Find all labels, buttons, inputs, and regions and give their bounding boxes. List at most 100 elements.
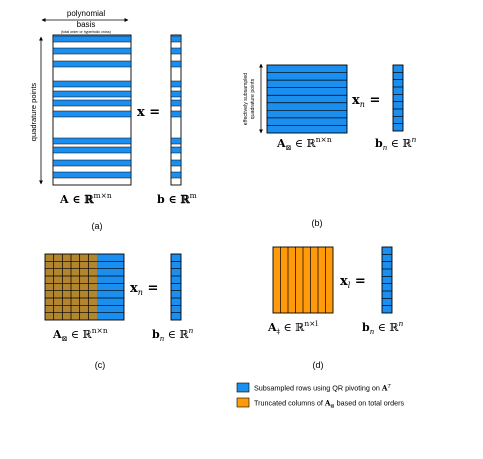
vector-bn-d-fill: [381, 246, 393, 314]
vector-xl-d-sub: l: [348, 281, 351, 290]
matrix-label-c-main: A: [52, 328, 62, 341]
vector-xn-c-eq: =: [143, 281, 158, 296]
legend: Subsampled rows using QR pivoting on AT …: [236, 382, 405, 410]
legend-item-2-text: Truncated columns of: [254, 399, 325, 408]
panel-b: effectively subsampled quadrature points…: [243, 63, 417, 228]
legend-swatch-blue: [236, 382, 250, 393]
vector-label-c: bn ∈ ℝn: [152, 326, 194, 343]
vector-label-c-sub: n: [160, 335, 165, 343]
vector-label-c-main: b: [152, 328, 160, 341]
vector-b-label: b ∈ ℝm: [157, 191, 197, 206]
matrix-label-c: A⊠ ∈ ℝn×n: [52, 326, 108, 343]
matrix-a-label: A ∈ ℝm×n: [59, 191, 112, 206]
vector-b-row-3: [170, 80, 182, 88]
vector-xn-eq-c: xn =: [130, 281, 158, 297]
header-note: (total order or hyperbolic cross): [61, 30, 111, 34]
vector-label-c-sup: n: [189, 326, 194, 335]
vector-bn-c-fill: [170, 253, 182, 321]
matrix-a-row-4: [52, 90, 132, 98]
vector-b-label-sup: m: [190, 191, 197, 200]
header-line2: basis: [77, 20, 96, 29]
vector-b-row-0: [170, 35, 182, 43]
vector-label-d-tail: ∈ ℝ: [374, 321, 399, 334]
vector-b-frame: [170, 34, 182, 186]
vector-x-eq: x =: [137, 105, 160, 120]
vector-xn-b-eq: =: [365, 93, 380, 108]
legend-item-2-sub: ⊠: [330, 404, 334, 410]
vector-xn-b-sub: n: [360, 100, 365, 109]
header-line1: polynomial: [67, 9, 105, 18]
caption-d: (d): [313, 360, 324, 370]
legend-swatch-orange: [236, 397, 250, 408]
vector-label-b-sup: n: [412, 135, 417, 144]
matrix-d-columns: [280, 247, 326, 313]
vector-label-b: bn ∈ ℝn: [375, 135, 417, 152]
legend-item-2-tail: based on total orders: [335, 399, 405, 408]
panel-c: xn = A⊠ ∈ ℝn×n bn ∈ ℝn (c): [44, 253, 194, 370]
vector-label-b-tail: ∈ ℝ: [387, 137, 412, 150]
vector-xn-eq-b: xn =: [352, 93, 380, 109]
matrix-a-row-3: [52, 80, 132, 88]
matrix-a-label-sup: m×n: [93, 191, 111, 200]
matrix-a-tall: [52, 34, 132, 186]
vector-xl-eq-d: xl =: [340, 274, 366, 290]
side-label: quadrature points: [29, 83, 38, 142]
matrix-label-b: A⊠ ∈ ℝn×n: [276, 135, 332, 152]
matrix-label-d-sub: ‡: [277, 328, 281, 336]
vector-bn-b-rows: [393, 71, 403, 125]
legend-item-1-text: Subsampled rows using QR pivoting on: [254, 384, 382, 393]
matrix-square-c: [44, 253, 125, 321]
matrix-label-d-sup: n×l: [304, 319, 318, 328]
vector-b-row-6: [170, 110, 182, 118]
vector-xl-d-main: x: [340, 274, 348, 289]
matrix-a-rows: [52, 35, 132, 179]
vector-b-tall: [170, 34, 182, 186]
panel-d: xl = A‡ ∈ ℝn×l bn ∈ ℝn (d): [267, 246, 404, 370]
matrix-a-row-7: [52, 137, 132, 145]
vector-xn-c-sub: n: [138, 288, 143, 297]
matrix-label-d-tail: ∈ ℝ: [280, 321, 305, 334]
matrix-a-row-8: [52, 146, 132, 154]
vector-label-b-main: b: [375, 137, 383, 150]
vector-b-row-5: [170, 99, 182, 107]
matrix-c-frame: [44, 253, 125, 321]
matrix-a-row-1: [52, 47, 132, 55]
matrix-a-row-2: [52, 60, 132, 68]
side-label-2: quadrature points: [250, 78, 256, 119]
matrix-c-blue-block: [97, 254, 124, 320]
vector-b-row-10: [170, 171, 182, 179]
matrix-label-b-sub: ⊠: [286, 144, 292, 152]
vector-label-d-sub: n: [370, 328, 375, 336]
matrix-a-label-main: A ∈ ℝ: [59, 193, 94, 206]
vector-label-d-sup: n: [399, 319, 404, 328]
matrix-a-row-0: [52, 35, 132, 43]
vector-bn-b: [392, 64, 404, 132]
legend-item-1: Subsampled rows using QR pivoting on AT: [254, 384, 391, 393]
matrix-label-d: A‡ ∈ ℝn×l: [267, 319, 318, 336]
panel-a: polynomial basis (total order or hyperbo…: [29, 9, 197, 231]
vector-b-row-7: [170, 137, 182, 145]
vector-b-row-2: [170, 60, 182, 68]
legend-item-2: Truncated columns of A⊠ based on total o…: [254, 399, 405, 410]
side-label-1: effectively subsampled: [243, 73, 249, 125]
vector-label-d: bn ∈ ℝn: [362, 319, 404, 336]
vector-b-row-9: [170, 159, 182, 167]
vector-label-c-tail: ∈ ℝ: [164, 328, 189, 341]
vector-label-d-main: b: [362, 321, 370, 334]
matrix-a-row-9: [52, 159, 132, 167]
matrix-label-c-sup: n×n: [92, 326, 108, 335]
vector-bn-c: [170, 253, 182, 321]
vector-xl-d-eq: =: [350, 274, 365, 289]
vector-bn-d-rows: [382, 253, 392, 307]
caption-b: (b): [312, 218, 323, 228]
vector-xn-c-main: x: [130, 281, 138, 296]
matrix-label-c-tail: ∈ ℝ: [67, 328, 92, 341]
matrix-label-b-main: A: [276, 137, 286, 150]
vector-b-label-main: b ∈ ℝ: [157, 193, 190, 206]
vector-bn-d: [381, 246, 393, 314]
legend-item-2-math: A: [324, 399, 331, 408]
matrix-c-grid: [45, 254, 124, 320]
matrix-label-c-sub: ⊠: [62, 335, 68, 343]
vector-xn-b-main: x: [352, 93, 360, 108]
